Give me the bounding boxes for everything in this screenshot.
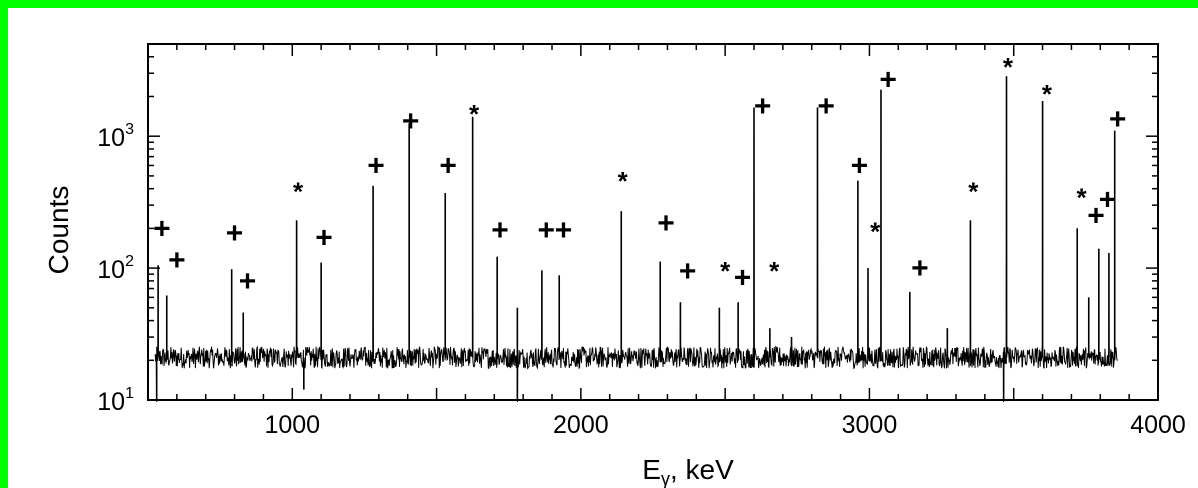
- star-marker: *: [720, 256, 731, 286]
- star-marker: *: [1042, 79, 1053, 109]
- spectrum-line: [154, 76, 1118, 403]
- plus-marker: +: [734, 261, 752, 294]
- plus-marker: +: [555, 214, 573, 247]
- plus-marker: +: [851, 149, 869, 182]
- gamma-spectrum-chart: ++++*++++*+ + +*++ * + *+ ++*++****+++ 1000 200…: [43, 43, 1186, 488]
- plus-marker: +: [402, 105, 420, 138]
- plot-border: [147, 43, 1159, 401]
- x-tick-label: 4000: [1130, 411, 1186, 439]
- star-marker: *: [618, 166, 629, 196]
- plus-marker: +: [1099, 184, 1117, 217]
- plus-marker: +: [911, 252, 929, 285]
- plus-marker: +: [439, 149, 457, 182]
- x-tick-label: 3000: [842, 411, 898, 439]
- plus-marker: +: [679, 255, 697, 288]
- plus-marker: +: [537, 214, 555, 247]
- star-marker: *: [1076, 183, 1087, 213]
- star-marker: *: [1003, 52, 1014, 82]
- plus-marker: +: [1087, 200, 1105, 233]
- plus-marker: +: [226, 217, 244, 250]
- star-marker: *: [469, 99, 480, 129]
- spectrum-layer: [154, 76, 1118, 403]
- plus-marker: +: [315, 222, 333, 255]
- y-tick-label: 103: [97, 121, 134, 152]
- y-tick-label: 102: [97, 253, 134, 284]
- x-axis-title-main: E: [642, 454, 661, 485]
- plus-marker: +: [879, 63, 897, 96]
- plus-marker: +: [817, 90, 835, 123]
- x-tick-label: 1000: [264, 411, 320, 439]
- annotation-layer: ++++*++++*+ + +*++ * + *+ ++*++****+++: [153, 52, 1126, 298]
- plus-marker: +: [657, 207, 675, 240]
- x-axis-title-unit: , keV: [670, 454, 734, 485]
- plus-marker: +: [367, 149, 385, 182]
- star-marker: *: [968, 177, 979, 207]
- plus-marker: +: [1109, 103, 1127, 136]
- y-axis-title: Counts: [43, 186, 74, 275]
- star-marker: *: [769, 256, 780, 286]
- x-axis-title: Eγ, keV: [642, 454, 734, 488]
- plus-marker: +: [754, 90, 772, 123]
- axes-layer: 1000 2000 3000 4000 101 102 103: [97, 43, 1186, 439]
- plus-marker: +: [239, 265, 257, 298]
- plus-marker: +: [168, 244, 186, 277]
- x-axis-title-subscript: γ: [661, 469, 670, 488]
- plot-frame: + + + + * + + + + * + + + * + + * + * + + + * + + * * * * + + + 1000 200…: [8, 8, 1198, 488]
- x-tick-label: 2000: [553, 411, 609, 439]
- plus-marker: +: [491, 214, 509, 247]
- star-marker: *: [293, 177, 304, 207]
- y-tick-label: 101: [97, 385, 134, 416]
- star-marker: *: [870, 216, 881, 246]
- plus-marker: +: [153, 212, 171, 245]
